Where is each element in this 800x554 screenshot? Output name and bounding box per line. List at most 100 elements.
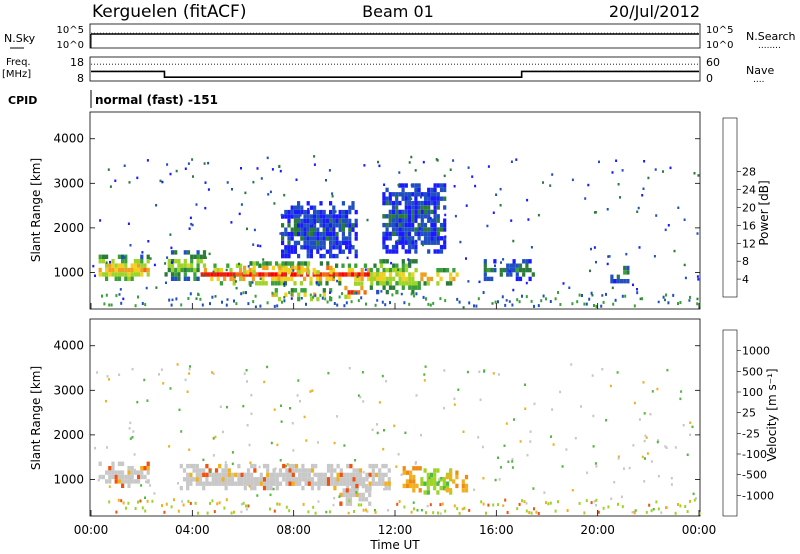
- heatmap-cell: [283, 281, 287, 286]
- heatmap-cell: [175, 297, 178, 301]
- heatmap-cell: [379, 263, 383, 268]
- heatmap-cell: [183, 250, 187, 255]
- heatmap-cell: [183, 259, 187, 264]
- heatmap-cell: [329, 270, 333, 275]
- heatmap-cell: [483, 272, 487, 277]
- heatmap-cell: [287, 245, 291, 250]
- heatmap-cell: [280, 213, 283, 217]
- heatmap-cell: [329, 288, 333, 293]
- heatmap-cell: [401, 227, 405, 232]
- heatmap-cell: [131, 367, 134, 371]
- heatmap-cell: [151, 499, 154, 503]
- heatmap-cell: [502, 258, 505, 261]
- heatmap-cell: [200, 272, 204, 277]
- heatmap-cell: [239, 263, 243, 268]
- heatmap-cell: [285, 505, 288, 509]
- heatmap-cell: [382, 276, 386, 282]
- heatmap-cell: [325, 281, 329, 286]
- heatmap-cell: [329, 253, 333, 259]
- heatmap-cell: [333, 302, 336, 305]
- heatmap-cell: [391, 205, 396, 210]
- x-tick-label: 12:00: [378, 523, 413, 537]
- heatmap-cell: [388, 214, 392, 219]
- heatmap-cell: [398, 218, 402, 223]
- heatmap-cell: [382, 285, 386, 290]
- heatmap-cell: [231, 451, 234, 454]
- heatmap-cell: [120, 499, 123, 503]
- heatmap-cell: [202, 481, 206, 486]
- heatmap-cell: [224, 477, 228, 482]
- heatmap-cell: [414, 169, 417, 172]
- heatmap-cell: [626, 270, 630, 275]
- heatmap-cell: [329, 209, 333, 215]
- heatmap-cell: [182, 468, 187, 473]
- heatmap-cell: [532, 487, 535, 490]
- heatmap-cell: [402, 470, 406, 475]
- heatmap-cell: [342, 488, 346, 493]
- heatmap-cell: [202, 250, 207, 255]
- heatmap-cell: [410, 197, 413, 200]
- heatmap-cell: [589, 269, 591, 273]
- heatmap-cell: [146, 470, 150, 475]
- heatmap-cell: [329, 214, 333, 219]
- heatmap-cell: [98, 259, 102, 264]
- heatmap-cell: [389, 301, 391, 305]
- heatmap-cell: [430, 231, 434, 237]
- heatmap-cell: [426, 490, 430, 495]
- heatmap-cell: [395, 240, 399, 245]
- heatmap-cell: [364, 268, 367, 271]
- heatmap-cell: [133, 263, 137, 268]
- heatmap-cell: [500, 466, 502, 469]
- heatmap-cell: [256, 481, 260, 486]
- heatmap-cell: [465, 204, 468, 207]
- heatmap-cell: [388, 285, 393, 290]
- heatmap-cell: [518, 276, 523, 282]
- heatmap-cell: [277, 296, 282, 302]
- heatmap-cell: [127, 466, 131, 471]
- heatmap-cell: [619, 279, 624, 284]
- heatmap-cell: [166, 256, 169, 259]
- heatmap-cell: [177, 482, 179, 485]
- heatmap-cell: [332, 227, 336, 232]
- heatmap-cell: [306, 263, 310, 268]
- heatmap-cell: [322, 292, 326, 297]
- heatmap-cell: [633, 304, 636, 308]
- heatmap-cell: [525, 509, 528, 513]
- heatmap-cell: [673, 249, 676, 253]
- heatmap-cell: [391, 214, 396, 219]
- heatmap-cell: [525, 281, 528, 285]
- heatmap-cell: [401, 240, 405, 245]
- heatmap-cell: [242, 276, 246, 282]
- heatmap-cell: [290, 297, 293, 300]
- heatmap-cell: [313, 245, 317, 250]
- heatmap-cell: [512, 288, 515, 292]
- heatmap-cell: [369, 272, 373, 277]
- heatmap-cell: [404, 196, 408, 201]
- heatmap-cell: [595, 304, 598, 308]
- heatmap-cell: [231, 462, 234, 466]
- heatmap-cell: [226, 272, 230, 277]
- heatmap-cell: [407, 200, 412, 206]
- heatmap-cell: [214, 477, 219, 482]
- heatmap-cell: [439, 222, 444, 228]
- heatmap-cell: [300, 218, 304, 224]
- heatmap-cell: [348, 209, 352, 215]
- heatmap-cell: [313, 231, 317, 237]
- heatmap-cell: [186, 250, 191, 255]
- heatmap-cell: [355, 472, 359, 478]
- heatmap-cell: [226, 298, 229, 301]
- heatmap-cell: [581, 294, 583, 297]
- heatmap-cell: [141, 251, 144, 254]
- heatmap-cell: [193, 276, 197, 281]
- heatmap-cell: [304, 468, 308, 473]
- heatmap-cell: [404, 231, 408, 237]
- heatmap-cell: [571, 489, 574, 492]
- heatmap-cell: [518, 267, 523, 273]
- heatmap-cell: [132, 430, 135, 433]
- heatmap-cell: [533, 402, 536, 406]
- heatmap-cell: [405, 234, 408, 237]
- heatmap-cell: [384, 485, 388, 491]
- heatmap-cell: [121, 479, 125, 484]
- heatmap-cell: [259, 481, 263, 486]
- heatmap-cell: [409, 470, 413, 475]
